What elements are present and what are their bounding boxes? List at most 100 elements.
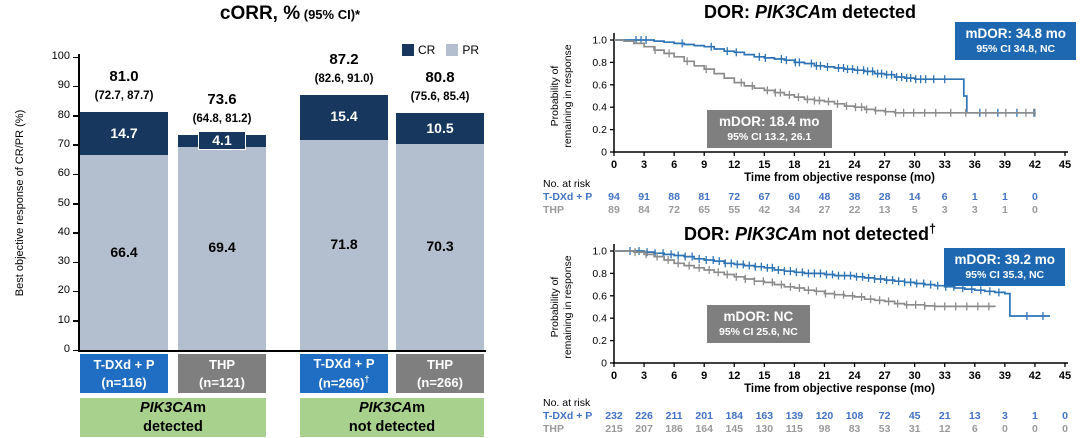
km-risk-value: 21	[938, 410, 951, 422]
bar-y-tick	[73, 349, 78, 351]
bar-cr-segment	[80, 112, 168, 156]
km-risk-value: 12	[938, 423, 951, 435]
bar-cr-segment	[300, 94, 388, 140]
bar-arm-box: T-DXd + P (n=116)	[80, 354, 168, 393]
km-x-tick-label: 0	[611, 370, 617, 382]
bar-y-tick	[73, 56, 78, 58]
km-risk-value: 0	[1062, 423, 1068, 435]
km-mdor-badge-gray-line2: 95% CI 13.2, 26.1	[727, 130, 812, 143]
km-y-tick-label: 0.6	[592, 79, 607, 91]
bar-ci-label: (72.7, 87.7)	[94, 90, 154, 103]
bar-group-box: PIK3CAm detected	[80, 398, 266, 437]
bar-cr-segment	[396, 113, 484, 144]
km-risk-value: 0	[1001, 423, 1008, 435]
km-risk-value: 55	[728, 204, 741, 216]
km-risk-value: 94	[608, 191, 620, 203]
km-risk-value: 88	[668, 191, 680, 203]
bar-chart-title: cORR, % (95% CI)*	[60, 3, 520, 25]
km-x-tick-label: 24	[848, 370, 861, 382]
bar-y-tick-label: 30	[57, 255, 70, 268]
km-risk-row-name: T-DXd + P	[543, 191, 593, 203]
km-y-tick-label: 0.2	[592, 124, 607, 136]
bar-y-tick	[73, 290, 78, 293]
bar-cr-value: 15.4	[330, 108, 358, 125]
bar-y-tick-label: 20	[57, 284, 70, 297]
km-x-tick-label: 3	[641, 370, 647, 382]
km-step-curve	[614, 250, 996, 308]
bar-group-label-italic: PIK3CA	[358, 399, 413, 416]
km-risk-value: 65	[698, 204, 711, 216]
km-risk-value: 48	[818, 191, 831, 203]
km-x-tick-label: 27	[878, 159, 890, 171]
km-x-tick-label: 39	[999, 370, 1011, 382]
km-risk-value: 67	[758, 191, 771, 203]
bar-arm-n: (n=266)†	[318, 373, 370, 391]
km-risk-value: 1	[971, 191, 978, 203]
km-x-tick-label: 21	[818, 370, 830, 382]
bar-group-label-line1: PIK3CAm	[300, 399, 484, 418]
km-ylabel: Probability of remaining in response	[549, 237, 575, 377]
bar-arm-n: (n=121)	[199, 374, 245, 390]
km-x-tick-label: 0	[611, 159, 617, 171]
bar-legend-swatch	[446, 44, 459, 56]
km-risk-value: 5	[911, 204, 918, 216]
bar-total-label: 73.6	[207, 90, 237, 108]
km-risk-title: No. at risk	[543, 178, 591, 190]
km-x-tick-label: 18	[788, 159, 800, 171]
bar-y-tick-label: 100	[51, 50, 70, 62]
bar-cr-value: 14.7	[110, 124, 138, 141]
km-risk-value: 3	[1001, 410, 1008, 422]
bar-chart-panel: cORR, % (95% CI)* CR PR Best objective resp…	[14, 3, 520, 437]
km-x-tick-label: 33	[939, 370, 951, 382]
bar-pr-segment	[300, 139, 388, 350]
km-mdor-badge-gray: mDOR: NC 95% CI 25.6, NC	[707, 305, 810, 344]
km-svg: 00.20.40.60.81.00 3 6 9 12 15 18 21 24 27 30 33 36 39…	[592, 244, 1071, 395]
km-x-tick-label: 30	[909, 370, 921, 382]
km-title-suffix: m detected	[820, 2, 917, 22]
bar-pr-value: 66.4	[110, 243, 138, 260]
bar-x-axis-line	[78, 350, 486, 352]
km-title: DOR: PIK3CAm detected	[540, 2, 1080, 23]
bar-arm-name: THP	[209, 356, 235, 372]
km-mdor-badge-blue: mDOR: 34.8 mo 95% CI 34.8, NC	[955, 22, 1076, 61]
bar-arm-n: (n=116)	[101, 374, 147, 390]
km-xlabel: Time from objective response (mo)	[744, 172, 935, 184]
bar-arm-n: (n=266)	[417, 374, 463, 390]
km-risk-value: 53	[878, 423, 891, 435]
km-x-tick-label: 42	[1029, 159, 1041, 171]
bar-legend-swatch	[402, 44, 414, 56]
bar-y-tick	[73, 320, 78, 322]
km-risk-value: 145	[725, 423, 744, 435]
km-risk-value: 3	[971, 204, 978, 216]
km-risk-value: 38	[848, 191, 861, 203]
km-title-gene: PIK3CA	[754, 2, 821, 22]
km-risk-value: 115	[785, 423, 803, 435]
km-risk-value: 3	[941, 204, 948, 216]
dagger-sup: †	[364, 373, 370, 384]
km-y-tick-label: 0	[601, 358, 607, 370]
km-mdor-badge-blue-line1: mDOR: 39.2 mo	[954, 252, 1055, 267]
km-risk-value: 215	[605, 423, 623, 435]
km-risk-value: 14	[908, 191, 921, 203]
bar-group-label-line2: not detected	[348, 418, 436, 435]
bar-y-tick-label: 90	[57, 79, 70, 92]
km-risk-value: 22	[848, 204, 861, 216]
bar-y-tick-label: 70	[57, 137, 70, 150]
km-x-tick-label: 6	[671, 370, 677, 382]
bar-group-label-line1: PIK3CAm	[80, 399, 266, 418]
bar-y-tick	[73, 232, 78, 234]
km-x-tick-label: 45	[1059, 159, 1071, 171]
bar-group-label-italic: PIK3CA	[139, 399, 194, 416]
km-risk-value: 81	[698, 191, 711, 203]
bar-chart-title-main: cORR, %	[219, 3, 301, 24]
km-risk-value: 89	[608, 204, 620, 216]
km-svg: 00.20.40.60.81.00 3 6 9 12 15 18 21 24 27 30 33 36 39…	[592, 33, 1071, 184]
km-risk-value: 83	[848, 423, 861, 435]
km-risk-value: 232	[605, 410, 623, 422]
km-x-tick-label: 6	[671, 159, 677, 171]
bar-legend: CR PR	[402, 43, 479, 57]
bar-ci-label: (64.8, 81.2)	[192, 112, 252, 125]
km-y-tick-label: 0.4	[592, 313, 607, 325]
km-y-tick-label: 1.0	[592, 35, 607, 47]
